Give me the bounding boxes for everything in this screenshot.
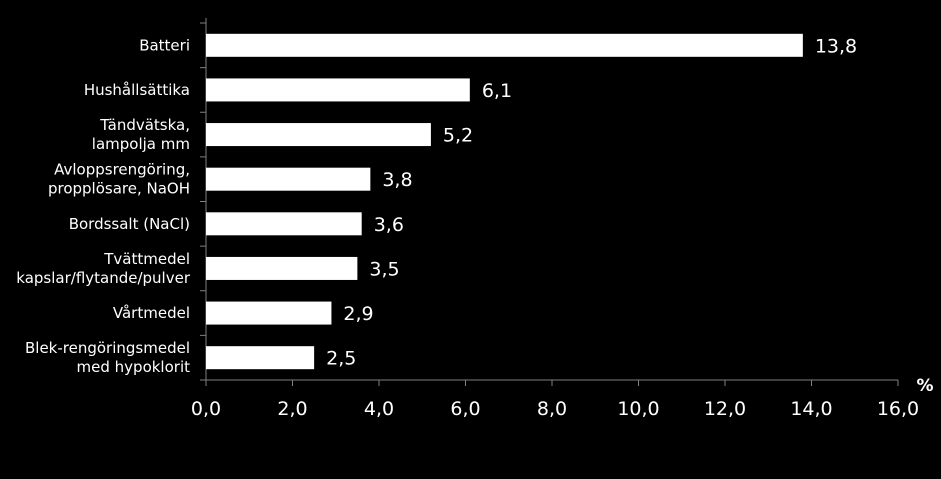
- x-tick-label: 16,0: [877, 398, 919, 420]
- data-label: 3,6: [374, 214, 404, 236]
- data-label: 3,8: [382, 169, 412, 191]
- category-label: Vårtmedel: [113, 304, 190, 322]
- bar: [206, 167, 371, 191]
- bar: [206, 123, 431, 147]
- x-tick-label: 8,0: [537, 398, 567, 420]
- category-label: med hypoklorit: [77, 358, 191, 376]
- bar: [206, 301, 332, 325]
- bar: [206, 346, 315, 370]
- plot-area: 0,0 2,0 4,0 6,0 8,0 10,0 12,0 14,0 16,0 13,8 Batte…: [16, 18, 919, 420]
- bar: [206, 212, 362, 236]
- x-tick-label: 4,0: [364, 398, 394, 420]
- data-label: 5,2: [443, 125, 473, 147]
- category-label: propplösare, NaOH: [48, 180, 190, 198]
- x-tick-label: 12,0: [704, 398, 746, 420]
- x-tick-label: 6,0: [450, 398, 480, 420]
- category-label: kapslar/flytande/pulver: [16, 269, 191, 287]
- x-tick-label: 10,0: [617, 398, 659, 420]
- category-label: Avloppsrengöring,: [54, 161, 190, 179]
- data-label: 6,1: [482, 80, 512, 102]
- x-tick-label: 2,0: [277, 398, 307, 420]
- data-label: 2,9: [343, 303, 373, 325]
- category-label: Tvättmedel: [103, 250, 190, 268]
- bar: [206, 78, 470, 102]
- category-label: Blek-rengöringsmedel: [25, 339, 190, 357]
- x-tick-label: 14,0: [790, 398, 832, 420]
- data-label: 3,5: [369, 258, 399, 280]
- data-label: 13,8: [815, 35, 857, 57]
- category-label: Hushållsättika: [84, 81, 190, 99]
- category-label: Batteri: [139, 36, 190, 54]
- bar: [206, 33, 803, 57]
- data-label: 2,5: [326, 348, 356, 370]
- category-label: lampolja mm: [92, 135, 190, 153]
- category-label: Bordssalt (NaCl): [69, 215, 190, 233]
- x-tick-label: 0,0: [191, 398, 221, 420]
- unit-label: %: [916, 376, 933, 396]
- bar: [206, 256, 358, 280]
- category-label: Tändvätska,: [99, 116, 190, 134]
